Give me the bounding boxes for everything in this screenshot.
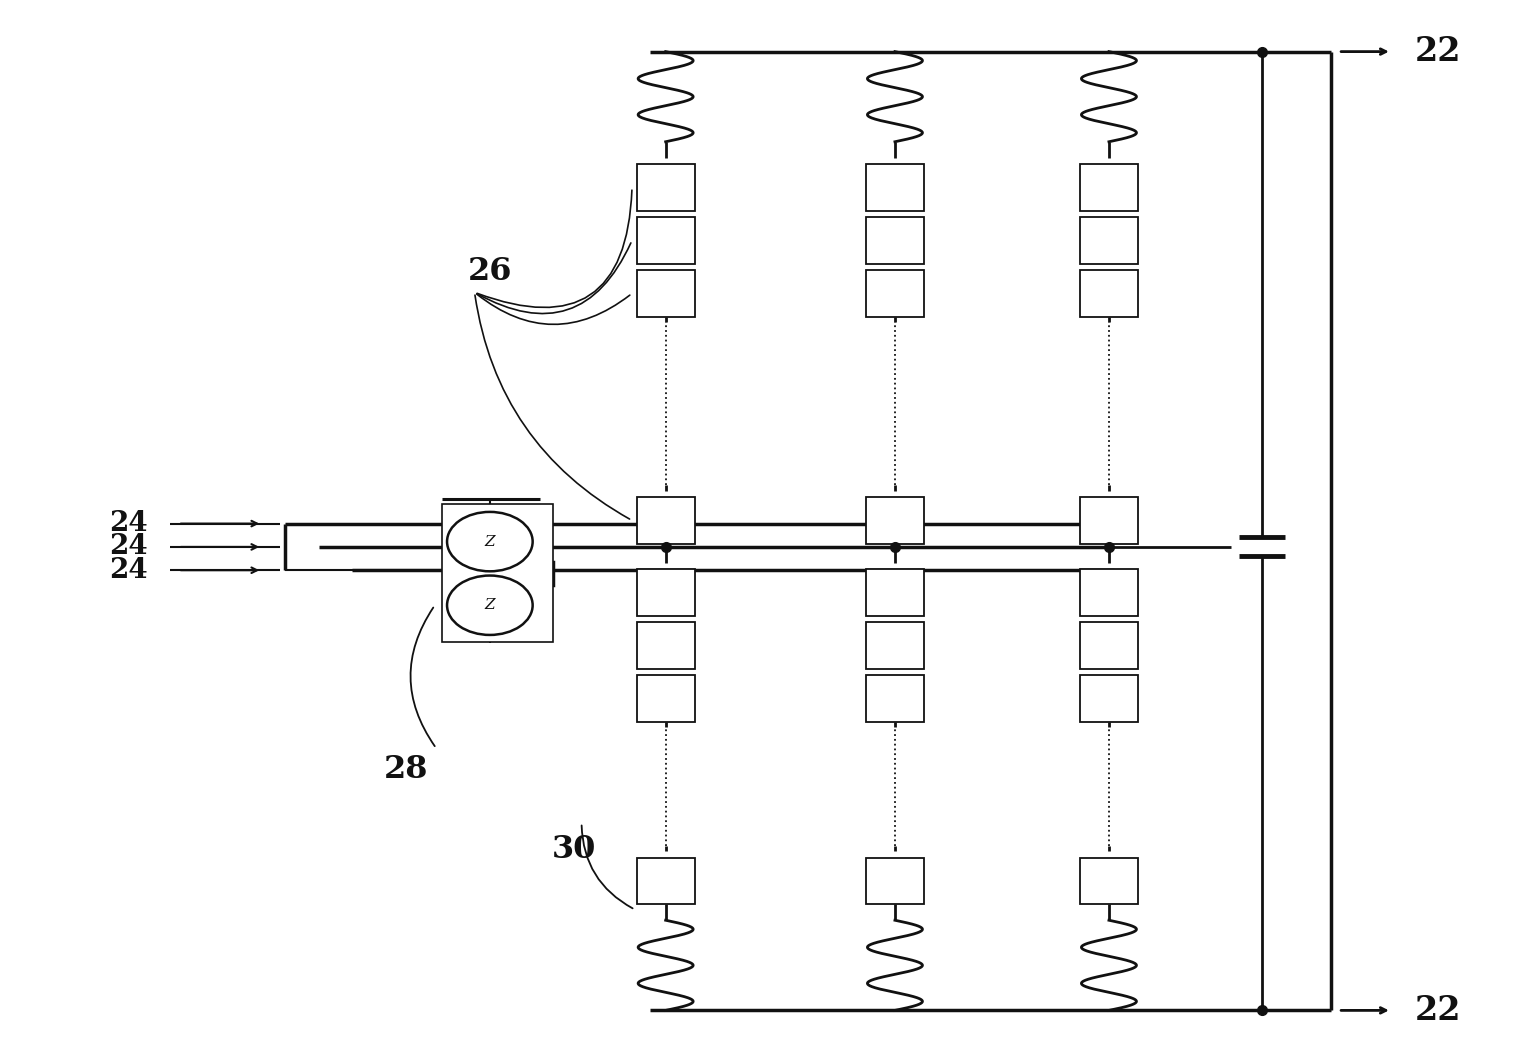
Bar [636, 675, 695, 722]
Bar [866, 164, 924, 210]
Bar [636, 858, 695, 905]
Bar [866, 858, 924, 905]
Bar [442, 504, 552, 643]
Bar [866, 217, 924, 263]
Text: 22: 22 [1415, 994, 1461, 1027]
Text: Z: Z [485, 598, 496, 612]
Bar [866, 569, 924, 616]
Bar [1080, 217, 1138, 263]
Bar [1080, 858, 1138, 905]
Bar [866, 497, 924, 544]
Bar [866, 270, 924, 316]
Bar [636, 270, 695, 316]
Bar [1080, 622, 1138, 669]
Bar [636, 164, 695, 210]
Bar [636, 622, 695, 669]
Bar [866, 622, 924, 669]
Text: 22: 22 [1415, 35, 1461, 68]
Text: 28: 28 [384, 754, 428, 785]
Text: 24: 24 [109, 533, 147, 561]
Text: 24: 24 [109, 556, 147, 584]
Bar [636, 569, 695, 616]
Bar [1080, 164, 1138, 210]
Bar [1080, 675, 1138, 722]
Text: 26: 26 [468, 256, 513, 287]
Bar [636, 217, 695, 263]
Bar [1080, 270, 1138, 316]
Text: 24: 24 [109, 510, 147, 537]
Bar [1080, 569, 1138, 616]
Bar [1080, 497, 1138, 544]
Bar [866, 675, 924, 722]
Text: Z: Z [485, 534, 496, 549]
Bar [636, 497, 695, 544]
Text: 30: 30 [552, 834, 597, 864]
